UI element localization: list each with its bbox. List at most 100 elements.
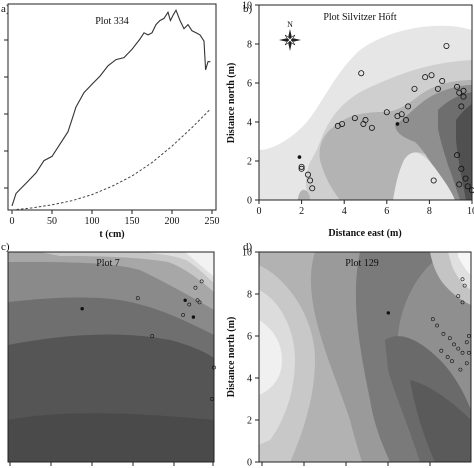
panel-a-solid-series (11, 8, 211, 207)
tree-point (428, 72, 435, 79)
tree-point (460, 350, 465, 355)
y-tick-label: 10 (242, 248, 252, 259)
tree-point (195, 298, 200, 303)
panel-a-y-ticks (4, 39, 8, 189)
x-tick-label: 4 (342, 206, 347, 217)
panel-a: a) Plot 334 0 50 100 150 200 250 t (cm) (1, 3, 220, 240)
tree-point (462, 175, 469, 182)
panel-c-label: c) (1, 241, 10, 253)
panel-c-contours (8, 252, 214, 462)
tree-point (187, 302, 192, 307)
tree-point (464, 340, 469, 345)
x-tick-label: 2 (299, 206, 304, 217)
panel-b-x-label: Distance east (m) (328, 228, 401, 239)
x-tick-label: 0 (257, 206, 262, 217)
tree-point (150, 334, 155, 338)
tree-point (464, 361, 469, 366)
panel-d-y-ticks: 0 2 4 6 8 10 (242, 248, 259, 468)
tree-point (309, 185, 316, 192)
panel-d-contours (259, 252, 471, 462)
tree-point (368, 124, 375, 131)
tree-point (358, 70, 365, 77)
y-tick-label: 10 (242, 1, 252, 12)
panel-b: b) Plot Silvitzer Höft N 0 2 4 6 8 10 0 2 4 6 8 10… (226, 1, 474, 239)
tree-point (193, 285, 198, 290)
x-tick-label: 100 (85, 216, 100, 227)
tree-point (298, 163, 305, 170)
panel-d-y-label: Distance north (m) (226, 317, 237, 398)
panel-b-title: Plot Silvitzer Höft (323, 12, 397, 23)
tree-point (307, 177, 314, 184)
tree-point (181, 313, 186, 317)
panel-c-frame (7, 251, 215, 463)
tree-point (466, 334, 471, 338)
panel-c-x-ticks (9, 462, 214, 466)
reference-point (183, 298, 187, 302)
tree-point (339, 120, 346, 127)
tree-point (199, 279, 204, 284)
tree-point (135, 296, 140, 301)
panel-a-x-label: t (cm) (99, 229, 124, 240)
y-tick-label: 6 (247, 79, 252, 90)
tree-point (454, 83, 461, 90)
tree-point (411, 85, 418, 92)
x-tick-label: 8 (427, 206, 432, 217)
panel-d-x-ticks (261, 462, 431, 466)
tree-point (298, 165, 305, 172)
y-tick-label: 2 (247, 416, 252, 427)
compass-north-label: N (287, 20, 293, 29)
panel-d-label: d) (243, 241, 253, 253)
x-tick-label: 10 (467, 206, 474, 217)
x-tick-label: 150 (125, 216, 140, 227)
panel-c-title: Plot 7 (96, 258, 120, 269)
y-tick-label: 6 (247, 332, 252, 343)
panel-a-dashed-series (11, 108, 211, 211)
panel-b-y-ticks: 0 2 4 6 8 10 (242, 1, 259, 207)
tree-point (445, 355, 450, 359)
tree-point (210, 397, 214, 401)
y-tick-label: 8 (247, 290, 252, 301)
tree-point (443, 42, 450, 49)
reference-point (297, 155, 302, 159)
tree-point (469, 187, 474, 194)
tree-point (466, 350, 471, 355)
tree-point (454, 152, 461, 159)
panel-b-y-label: Distance north (m) (226, 63, 237, 144)
y-tick-label: 0 (247, 458, 252, 468)
panel-d-points (386, 277, 471, 372)
panel-b-x-ticks: 0 2 4 6 8 10 (257, 200, 474, 217)
tree-point (456, 181, 463, 188)
tree-point (430, 317, 435, 322)
x-tick-label: 200 (165, 216, 180, 227)
tree-point (398, 111, 405, 118)
tree-point (422, 74, 429, 81)
tree-point (441, 331, 446, 336)
tree-point (460, 87, 467, 94)
reference-point (386, 311, 391, 315)
y-tick-label: 4 (247, 118, 252, 129)
tree-point (434, 85, 441, 92)
tree-point (405, 103, 412, 110)
tree-point (456, 294, 461, 299)
tree-point (362, 117, 369, 124)
panel-a-frame (7, 3, 217, 211)
tree-point (464, 183, 471, 190)
y-tick-label: 4 (247, 374, 252, 385)
reference-point (191, 315, 196, 319)
tree-point (460, 277, 465, 282)
tree-point (383, 109, 390, 116)
tree-point (452, 342, 456, 347)
tree-point (462, 283, 467, 288)
y-tick-label: 0 (247, 196, 252, 207)
tree-point (460, 300, 465, 305)
panel-c-points (80, 279, 216, 401)
panel-d-title: Plot 129 (345, 258, 379, 269)
tree-point (439, 78, 446, 85)
x-tick-label: 0 (10, 216, 15, 227)
x-tick-label: 250 (205, 216, 220, 227)
tree-point (439, 348, 444, 353)
y-tick-label: 8 (247, 40, 252, 51)
x-tick-label: 50 (47, 216, 57, 227)
